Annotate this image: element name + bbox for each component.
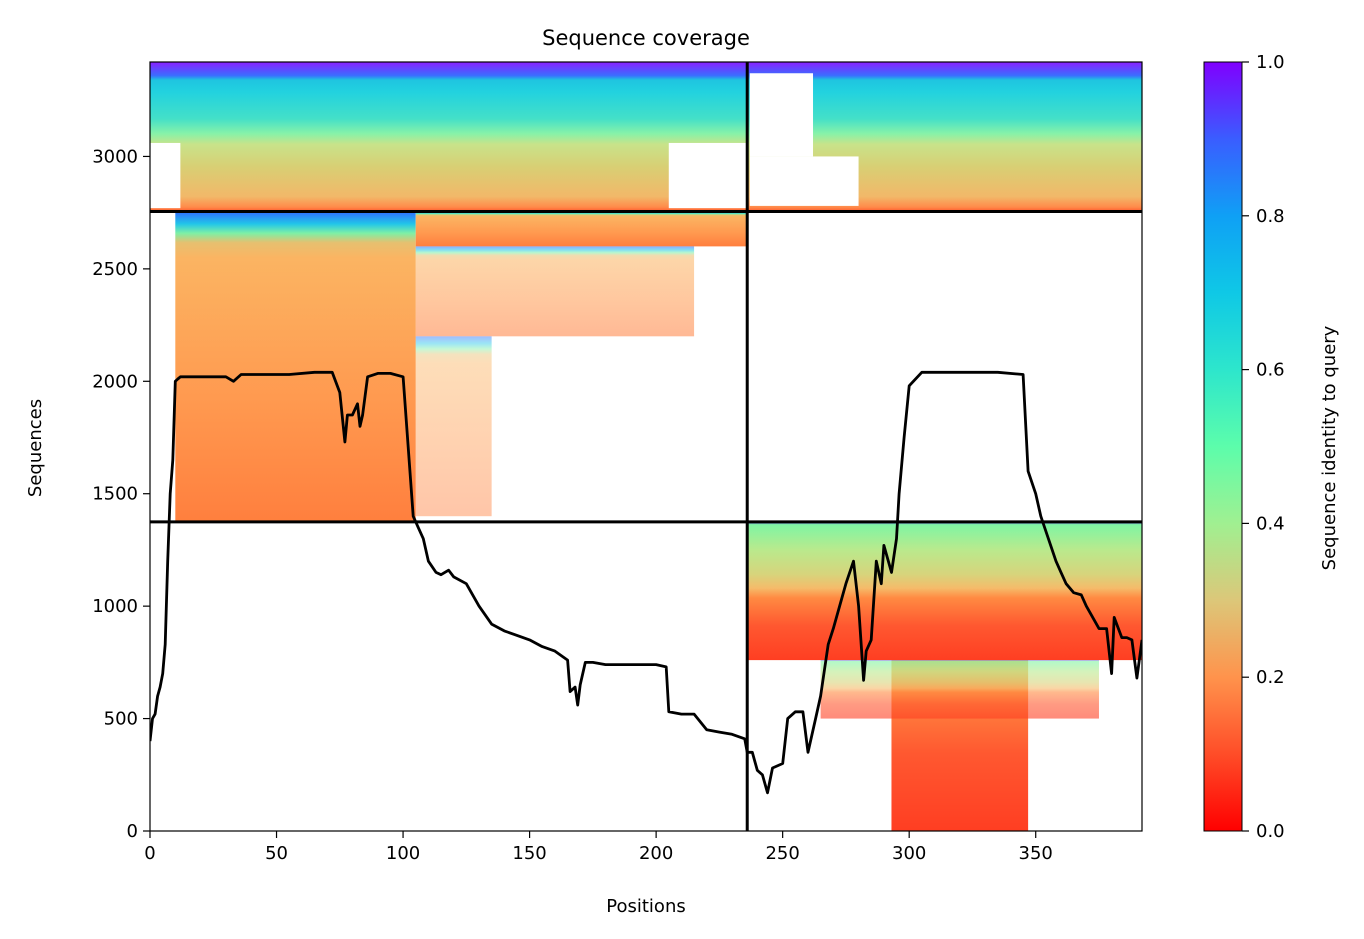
colorbar-label: Sequence identity to query	[1319, 325, 1340, 570]
heat-region-domain1-tail	[415, 211, 748, 247]
y-tick-label: 0	[127, 821, 138, 842]
colorbar-gradient	[1203, 61, 1243, 832]
coverage-line	[150, 370, 1142, 795]
heat-region-domain1-core	[175, 211, 416, 522]
x-tick-label: 0	[144, 843, 155, 864]
y-tick-label: 3000	[92, 146, 138, 167]
y-axis-label: Sequences	[25, 399, 46, 497]
colorbar-tick-label: 0.4	[1256, 513, 1285, 534]
coverage-curve-layer	[150, 370, 1142, 795]
colorbar-tick-label: 1.0	[1256, 52, 1285, 73]
x-tick-label: 150	[512, 843, 546, 864]
heat-gap	[749, 73, 814, 157]
plot-frame	[149, 61, 1143, 832]
colorbar-tick-label: 0.8	[1256, 206, 1285, 227]
y-tick-label: 2500	[92, 259, 138, 280]
x-tick-label: 350	[1019, 843, 1053, 864]
heat-gap	[749, 156, 859, 206]
y-tick-label: 2000	[92, 371, 138, 392]
heat-region-domain1-fade2	[415, 336, 492, 517]
y-tick-label: 500	[104, 709, 138, 730]
y-tick-label: 1000	[92, 596, 138, 617]
block-boundaries	[150, 62, 1142, 831]
colorbar-tick-label: 0.2	[1256, 667, 1285, 688]
colorbar-ticks: 0.0 0.2 0.4 0.6 0.8 1.0	[1242, 52, 1285, 842]
y-tick-label: 1500	[92, 484, 138, 505]
heat-gap	[150, 142, 181, 209]
heat-gap	[668, 142, 748, 209]
x-tick-label: 50	[265, 843, 288, 864]
colorbar: 0.0 0.2 0.4 0.6 0.8 1.0 Sequence identity to …	[1203, 52, 1340, 842]
coverage-heatmap	[150, 62, 1142, 831]
colorbar-tick-label: 0.0	[1256, 821, 1285, 842]
x-tick-label: 200	[639, 843, 673, 864]
x-axis: 0 50 100 150 200 250 300 350	[144, 831, 1053, 864]
x-tick-label: 250	[765, 843, 799, 864]
x-tick-label: 300	[892, 843, 926, 864]
heat-region-domain2-broad	[747, 521, 1142, 661]
x-tick-label: 100	[386, 843, 420, 864]
heat-region-domain1-fade	[415, 246, 695, 337]
colorbar-tick-label: 0.6	[1256, 360, 1285, 381]
chart-title: Sequence coverage	[542, 26, 750, 50]
heat-region-fulllength	[150, 62, 1142, 212]
heat-region-domain2-fringe	[820, 660, 1099, 719]
x-axis-label: Positions	[606, 896, 685, 917]
y-axis: 0 500 1000 1500 2000 2500 3000	[92, 146, 150, 842]
